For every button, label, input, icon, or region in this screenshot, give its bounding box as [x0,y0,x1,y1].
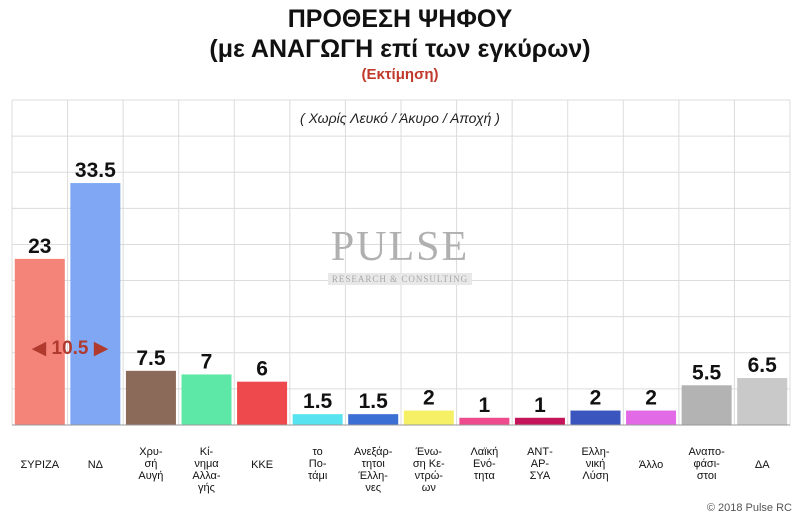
category-label: ΑΝΤ-ΑΡ-ΣΥΑ [527,446,553,482]
category-label-line: ΣΥΑ [530,470,551,482]
bar [681,385,732,425]
bar [292,414,343,425]
chart-subtitle: (Εκτίμηση) [361,66,439,83]
bar [459,417,510,425]
category-label: το Πο-τάμι [308,446,328,482]
bar [14,258,65,425]
category-label-line: Ελλη- [581,446,609,458]
title-block: ΠΡΟΘΕΣΗ ΨΗΦΟΥ (με ΑΝΑΓΩΓΗ επί των εγκύρω… [0,4,800,86]
pulse-watermark-logo: PULSE RESEARCH & CONSULTING [300,225,500,287]
bar [181,374,232,425]
category-label-line: Ένω- [415,446,443,458]
category-label-line: τητα [474,470,496,482]
bar-value-label: 1 [479,394,491,417]
difference-value: 10.5 [51,338,89,359]
chart-note: ( Χωρίς Λευκό / Άκυρο / Αποχή ) [300,110,500,126]
category-label-line: το [312,446,322,458]
category-label-line: Ανεξάρ- [354,446,393,458]
left-arrow-icon: ◀ [31,338,47,359]
category-label-line: Αυγή [138,470,163,482]
bar-value-label: 23 [28,235,51,258]
category-label-line: γής [198,482,215,494]
category-label-line: τητοι [362,458,386,470]
category-label-line: ΣΥΡΙΖΑ [20,459,59,471]
category-label-line: νημα [194,458,219,470]
bar-value-label: 6 [256,358,268,381]
bar-value-label: 7 [201,350,213,373]
watermark-main: PULSE [330,224,470,270]
bar-value-label: 6.5 [748,354,778,377]
category-label: Άλλο [639,459,663,471]
category-label: Ανεξάρ-τητοι Έλλη-νες [354,446,393,494]
category-label: Λαϊκή Ενό-τητα [470,446,498,482]
category-label: ΣΥΡΙΖΑ [20,459,59,471]
bar-value-label: 2 [423,387,435,410]
bar [125,370,176,425]
bar-value-label: 5.5 [692,361,722,384]
category-label: ΚΚΕ [251,459,273,471]
category-label-line: Χρυ- [139,446,163,458]
category-label-line: νες [365,482,381,494]
category-label-line: Άλλο [639,459,663,471]
category-label: Αναπο-φάσι-στοι [689,446,726,482]
category-label-line: Αναπο- [689,446,726,458]
category-label: Κί-νημα Αλλα-γής [192,446,221,494]
bar [348,414,399,425]
category-label-line: ΚΚΕ [251,459,273,471]
category-label-line: Αλλα- [192,470,221,482]
category-label-line: Ενό- [473,458,496,470]
category-label-line: Κί- [200,446,214,458]
category-label-line: ΑΡ- [531,458,550,470]
category-label: Ένω-ση Κε-ντρώ-ων [413,446,445,494]
category-label-line: ΑΝΤ- [527,446,553,458]
category-label-line: ση Κε- [413,458,445,470]
bar [403,410,454,425]
bar-value-label: 1.5 [359,390,389,413]
bar-value-label: 1 [534,394,546,417]
bar-value-label: 2 [645,387,657,410]
chart-title-line2: (με ΑΝΑΓΩΓΗ επί των εγκύρων) [209,35,591,63]
category-label-line: Έλλη- [358,470,389,482]
bar [237,381,288,425]
category-label-line: ντρώ- [415,470,444,482]
bar-value-label: 33.5 [75,159,116,182]
category-label: Ελλη-νική Λύση [581,446,609,482]
category-label-line: φάσι- [693,458,720,470]
difference-annotation: ◀ 10.5 ▶ [14,337,126,360]
chart-title: ΠΡΟΘΕΣΗ ΨΗΦΟΥ [287,5,513,33]
copyright-text: © 2018 Pulse RC [706,502,792,514]
right-arrow-icon: ▶ [93,338,109,359]
category-label: Χρυ-σή Αυγή [138,446,163,482]
category-label-line: Λύση [582,470,608,482]
category-label-line: ΝΔ [88,459,104,471]
bar [626,410,677,425]
bar-value-label: 1.5 [303,390,333,413]
category-label-line: τάμι [308,470,328,482]
category-label-line: Λαϊκή [470,446,498,458]
bar [514,417,565,425]
watermark-sub: RESEARCH & CONSULTING [327,273,473,285]
category-label: ΝΔ [88,459,104,471]
bar [70,183,121,425]
bar-value-label: 2 [590,387,602,410]
category-label-line: νική [586,458,606,470]
category-label: ΔΑ [755,459,770,471]
category-label-line: στοι [697,470,717,482]
category-label-line: σή [144,458,157,470]
category-label-line: ων [422,482,437,494]
category-label-line: Πο- [309,458,327,470]
bar [737,378,788,425]
category-label-line: ΔΑ [755,459,770,471]
bar-value-label: 7.5 [136,347,166,370]
bar [570,410,621,425]
